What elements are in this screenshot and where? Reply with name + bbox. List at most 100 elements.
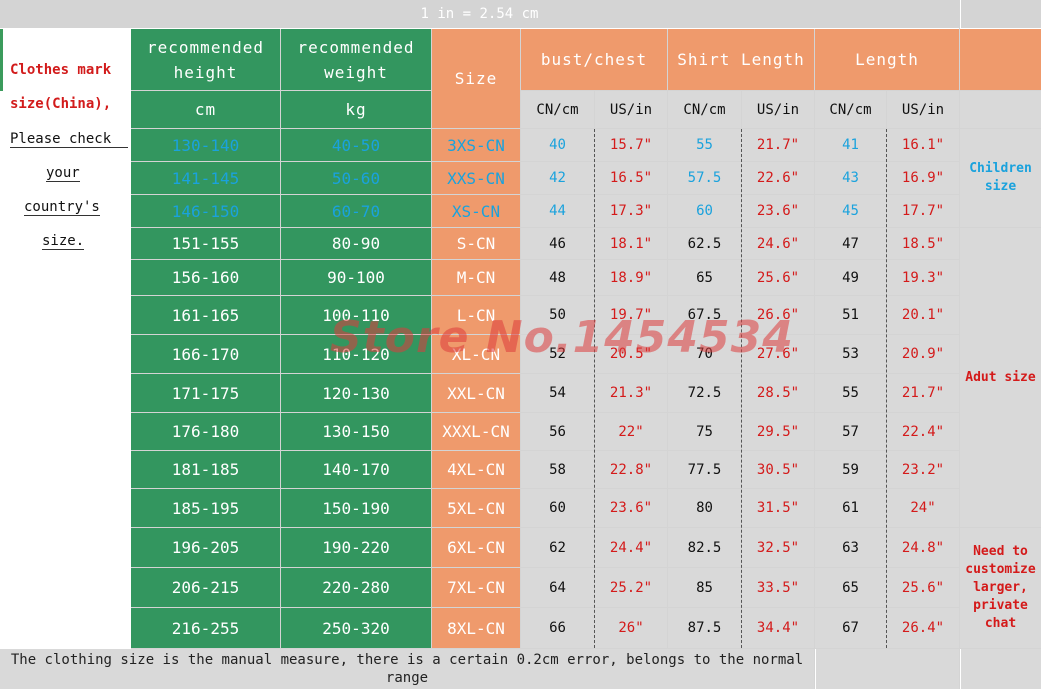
- header-bust: bust/chest: [521, 29, 667, 90]
- cell-shirt-cm: 87.5: [668, 608, 741, 648]
- cell-bust-in: 18.9": [595, 260, 667, 295]
- cell-size: XXL-CN: [432, 374, 520, 412]
- cell-height: 181-185: [131, 451, 280, 488]
- subheader-shirt-in: US/in: [742, 91, 814, 128]
- cell-bust-cm: 48: [521, 260, 594, 295]
- cell-bust-cm: 52: [521, 335, 594, 373]
- cell-shirt-cm: 60: [668, 195, 741, 227]
- cell-len-in: 21.7": [887, 374, 959, 412]
- side-group-adult-bg: [960, 228, 1041, 527]
- cell-weight: 40-50: [281, 129, 431, 161]
- cell-shirt-in: 25.6": [742, 260, 814, 295]
- cell-shirt-cm: 57.5: [668, 162, 741, 194]
- cell-bust-cm: 54: [521, 374, 594, 412]
- note-line-2: size(China),: [10, 96, 112, 112]
- cell-len-cm: 45: [815, 195, 886, 227]
- cell-weight: 140-170: [281, 451, 431, 488]
- cell-shirt-in: 21.7": [742, 129, 814, 161]
- subheader-side-corner: [960, 91, 1041, 128]
- cell-bust-in: 25.2": [595, 568, 667, 607]
- header-shirt-length: Shirt Length: [668, 29, 814, 90]
- left-accent-bar: [0, 29, 3, 91]
- cell-shirt-cm: 67.5: [668, 296, 741, 334]
- cell-shirt-in: 23.6": [742, 195, 814, 227]
- cell-len-cm: 65: [815, 568, 886, 607]
- cell-bust-in: 23.6": [595, 489, 667, 527]
- header-side-corner: [960, 29, 1041, 90]
- cell-shirt-in: 31.5": [742, 489, 814, 527]
- footer-filler: [815, 649, 959, 689]
- cell-weight: 60-70: [281, 195, 431, 227]
- side-group-custom-bg: [960, 528, 1041, 648]
- cell-weight: 150-190: [281, 489, 431, 527]
- cell-len-in: 24.8": [887, 528, 959, 567]
- cell-bust-in: 17.3": [595, 195, 667, 227]
- cell-bust-cm: 44: [521, 195, 594, 227]
- cell-shirt-in: 29.5": [742, 413, 814, 450]
- cell-bust-in: 19.7": [595, 296, 667, 334]
- cell-size: 3XS-CN: [432, 129, 520, 161]
- cell-weight: 130-150: [281, 413, 431, 450]
- cell-shirt-in: 30.5": [742, 451, 814, 488]
- cell-shirt-in: 28.5": [742, 374, 814, 412]
- cell-shirt-in: 32.5": [742, 528, 814, 567]
- cell-bust-in: 26": [595, 608, 667, 648]
- dashed-divider: [886, 129, 887, 648]
- cell-bust-cm: 60: [521, 489, 594, 527]
- dashed-divider: [741, 129, 742, 648]
- cell-height: 176-180: [131, 413, 280, 450]
- cell-len-cm: 63: [815, 528, 886, 567]
- cell-bust-cm: 50: [521, 296, 594, 334]
- cell-shirt-cm: 85: [668, 568, 741, 607]
- subheader-bust-cm: CN/cm: [521, 91, 594, 128]
- cell-height: 146-150: [131, 195, 280, 227]
- header-size: Size: [432, 29, 520, 128]
- subheader-shirt-cm: CN/cm: [668, 91, 741, 128]
- header-height: recommended height: [131, 29, 280, 90]
- cell-weight: 220-280: [281, 568, 431, 607]
- cell-size: 7XL-CN: [432, 568, 520, 607]
- note-line-3: Please check: [10, 131, 128, 148]
- cell-size: 4XL-CN: [432, 451, 520, 488]
- cell-len-cm: 41: [815, 129, 886, 161]
- cell-bust-in: 16.5": [595, 162, 667, 194]
- cell-shirt-cm: 72.5: [668, 374, 741, 412]
- cell-weight: 190-220: [281, 528, 431, 567]
- cell-height: 206-215: [131, 568, 280, 607]
- cell-bust-cm: 46: [521, 228, 594, 259]
- cell-shirt-in: 33.5": [742, 568, 814, 607]
- note-line-1: Clothes mark: [10, 62, 112, 78]
- cell-weight: 120-130: [281, 374, 431, 412]
- banner-corner: [960, 0, 1041, 29]
- dashed-divider: [594, 129, 595, 648]
- cell-len-in: 23.2": [887, 451, 959, 488]
- cell-bust-in: 22.8": [595, 451, 667, 488]
- cell-len-in: 16.1": [887, 129, 959, 161]
- left-note-panel: [0, 29, 131, 649]
- cell-len-in: 26.4": [887, 608, 959, 648]
- subheader-len-in: US/in: [887, 91, 959, 128]
- cell-height: 171-175: [131, 374, 280, 412]
- subheader-len-cm: CN/cm: [815, 91, 886, 128]
- cell-shirt-cm: 82.5: [668, 528, 741, 567]
- note-line-5: country's: [24, 199, 100, 216]
- cell-bust-cm: 40: [521, 129, 594, 161]
- cell-height: 166-170: [131, 335, 280, 373]
- cell-shirt-cm: 75: [668, 413, 741, 450]
- note-line-6: size.: [42, 233, 85, 250]
- cell-len-cm: 57: [815, 413, 886, 450]
- cell-len-in: 19.3": [887, 260, 959, 295]
- cell-bust-in: 22": [595, 413, 667, 450]
- cell-shirt-cm: 80: [668, 489, 741, 527]
- cell-len-cm: 49: [815, 260, 886, 295]
- cell-len-in: 20.1": [887, 296, 959, 334]
- cell-bust-in: 18.1": [595, 228, 667, 259]
- cell-len-cm: 67: [815, 608, 886, 648]
- cell-bust-in: 21.3": [595, 374, 667, 412]
- cell-bust-in: 24.4": [595, 528, 667, 567]
- subheader-bust-in: US/in: [595, 91, 667, 128]
- cell-size: XS-CN: [432, 195, 520, 227]
- cell-shirt-in: 24.6": [742, 228, 814, 259]
- cell-height: 130-140: [131, 129, 280, 161]
- cell-len-in: 25.6": [887, 568, 959, 607]
